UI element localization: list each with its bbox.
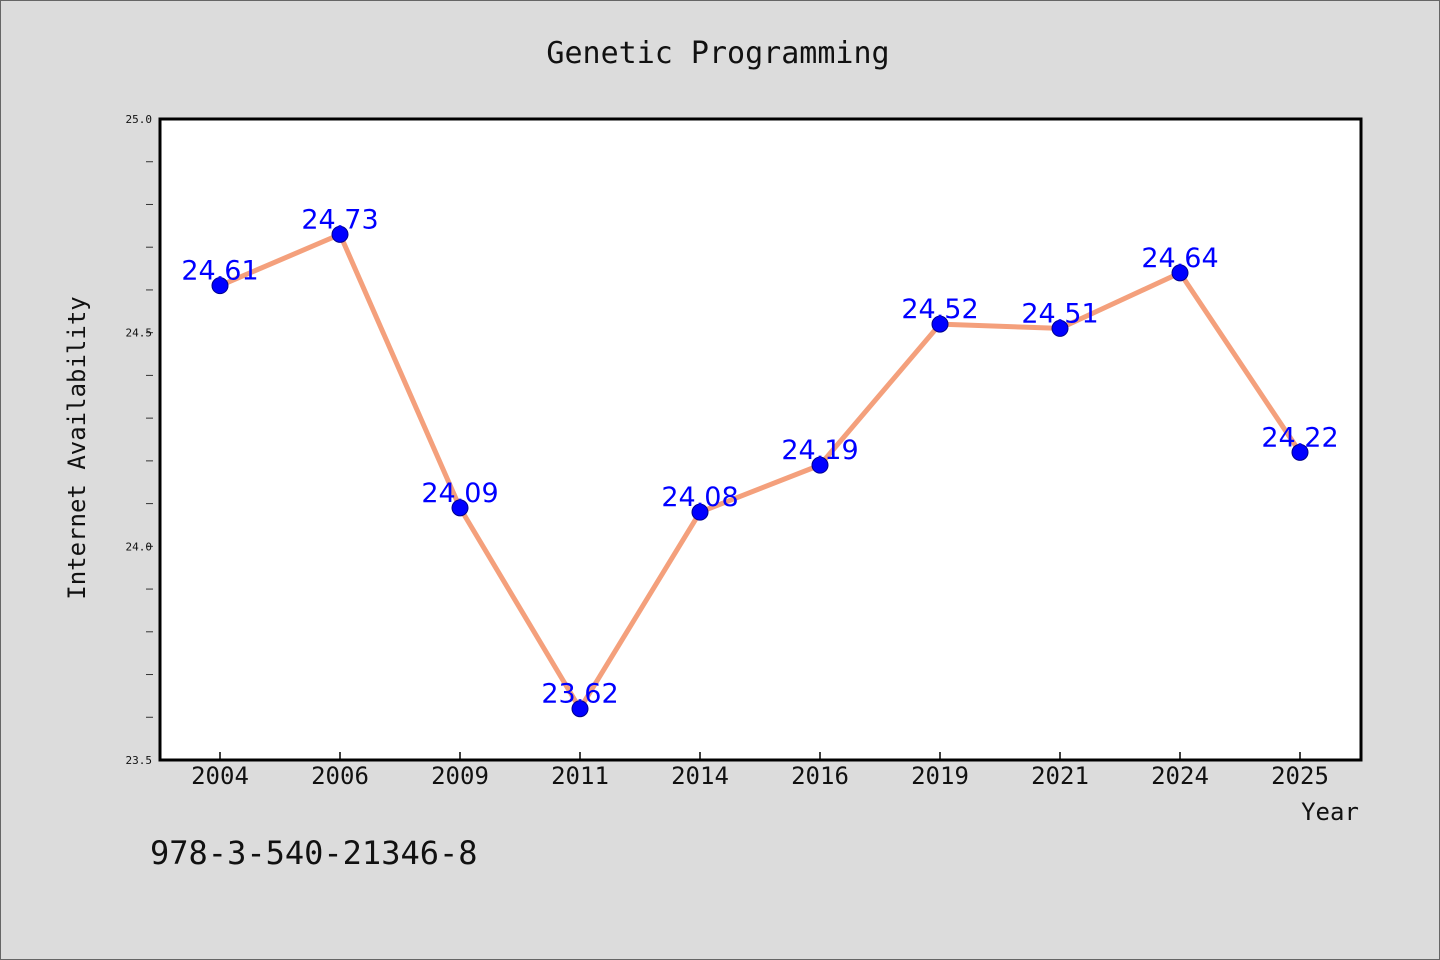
data-point bbox=[811, 456, 829, 474]
data-label: 24.52 bbox=[901, 294, 978, 325]
y-tick-label: 24.5 bbox=[126, 327, 153, 340]
data-label: 24.22 bbox=[1261, 422, 1338, 453]
x-tick-label: 2014 bbox=[671, 762, 729, 790]
x-tick-label: 2006 bbox=[311, 762, 369, 790]
x-tick-label: 2016 bbox=[791, 762, 849, 790]
data-point bbox=[571, 700, 589, 718]
data-label: 24.19 bbox=[781, 435, 858, 466]
data-point bbox=[211, 277, 229, 295]
data-point bbox=[451, 499, 469, 517]
footer-isbn: 978-3-540-21346-8 bbox=[150, 834, 478, 872]
y-tick-label: 24.0 bbox=[126, 540, 153, 553]
data-label: 24.08 bbox=[661, 482, 738, 513]
x-tick-label: 2021 bbox=[1031, 762, 1089, 790]
series-group: 24.61 24.73 24.09 23.62 24.08 24.19 24.52 24.51… bbox=[181, 204, 1339, 718]
data-label: 24.73 bbox=[301, 204, 378, 235]
chart-title: Genetic Programming bbox=[546, 36, 889, 71]
data-point bbox=[1171, 264, 1189, 282]
plot-area bbox=[158, 117, 1363, 762]
data-label: 24.51 bbox=[1021, 298, 1098, 329]
data-point bbox=[1051, 319, 1069, 337]
x-tick-label: 2025 bbox=[1271, 762, 1329, 790]
data-point bbox=[691, 503, 709, 521]
x-axis-label: Year bbox=[1301, 798, 1359, 826]
data-point bbox=[1291, 443, 1309, 461]
data-point bbox=[931, 315, 949, 333]
series-line bbox=[219, 231, 1303, 712]
data-label: 23.62 bbox=[541, 679, 618, 710]
data-label: 24.61 bbox=[181, 256, 258, 287]
x-tick-label: 2019 bbox=[911, 762, 969, 790]
x-tick-label: 2024 bbox=[1151, 762, 1209, 790]
y-axis-label: Internet Availability bbox=[63, 296, 91, 599]
x-tick-label: 2011 bbox=[551, 762, 609, 790]
data-point bbox=[331, 225, 349, 243]
data-label: 24.09 bbox=[421, 478, 498, 509]
y-axis: 23.5 24.0 24.5 25.0 bbox=[126, 113, 153, 767]
x-tick-label: 2004 bbox=[191, 762, 249, 790]
x-tick-label: 2009 bbox=[431, 762, 489, 790]
y-tick-label: 25.0 bbox=[126, 113, 153, 126]
y-tick-label: 23.5 bbox=[126, 754, 153, 767]
x-axis: 2004 2006 2009 2011 2014 2016 2019 2021 2024 2025 bbox=[191, 752, 1329, 790]
data-label: 24.64 bbox=[1141, 243, 1218, 274]
